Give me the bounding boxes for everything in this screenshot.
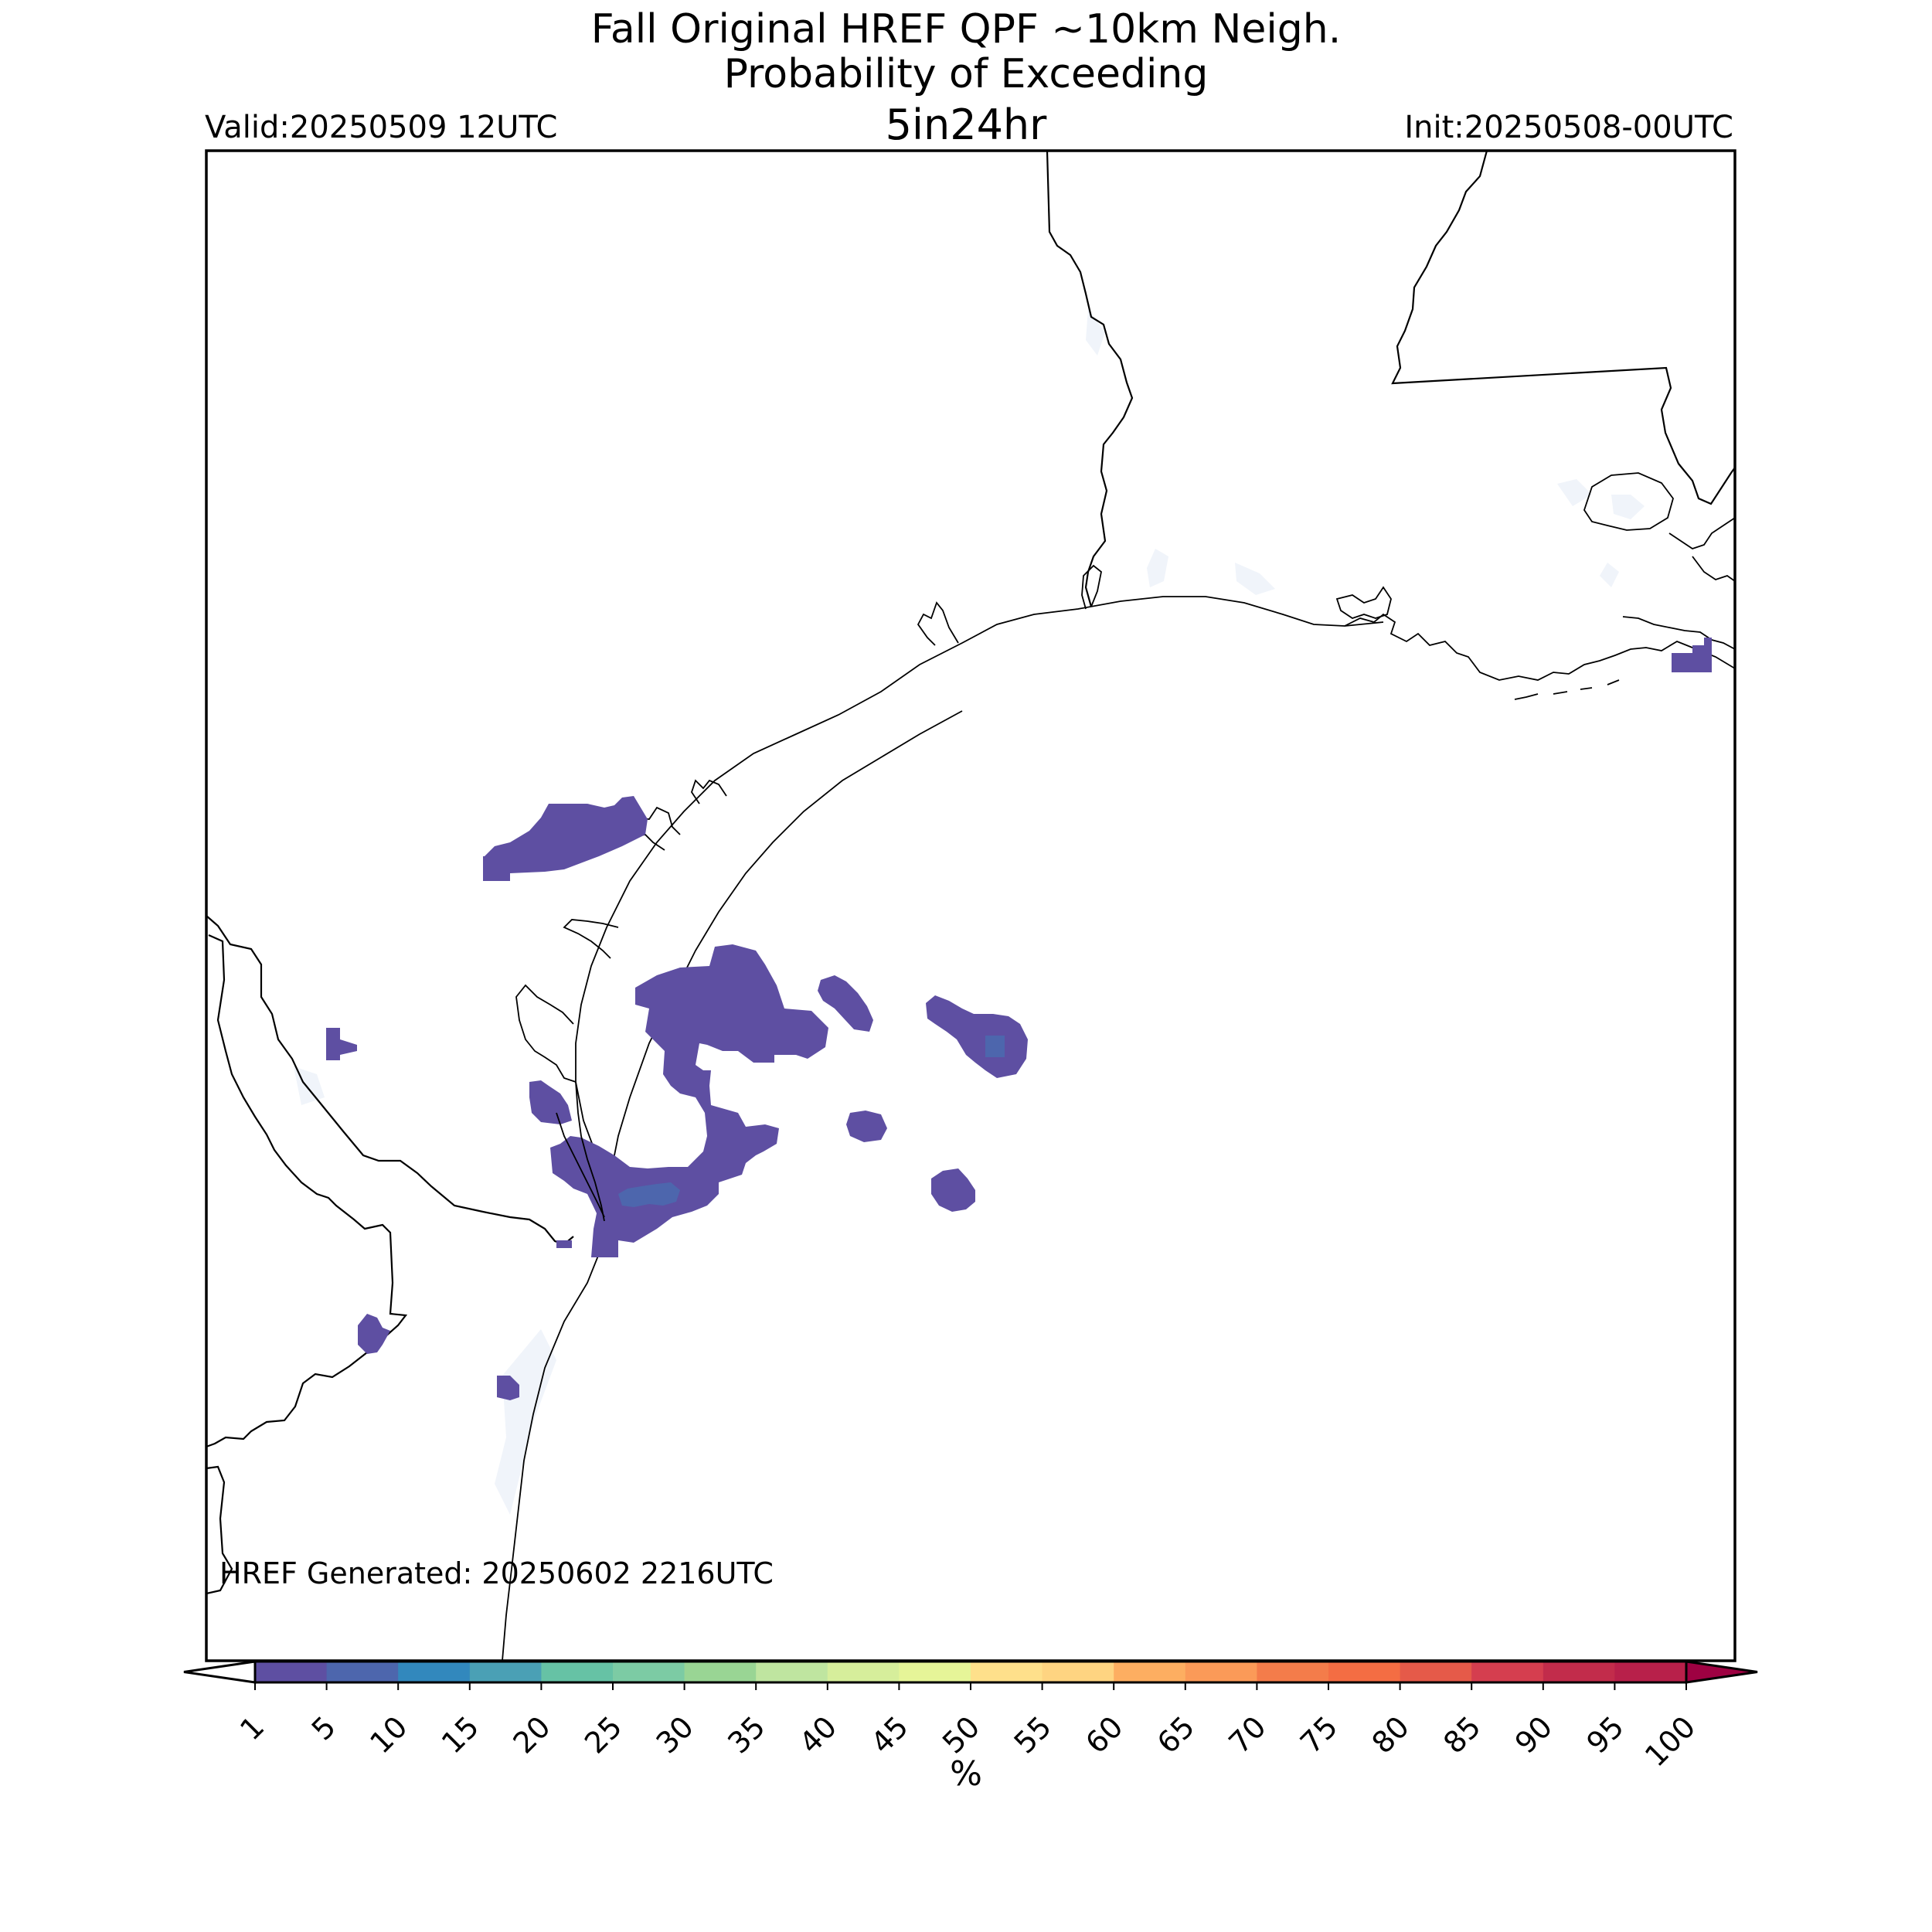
la-ms-border	[1391, 151, 1735, 505]
colorbar-segment	[1400, 1662, 1472, 1682]
prob-1-5-louisiana	[1672, 638, 1712, 672]
colorbar-segment	[1114, 1662, 1186, 1682]
colorbar-segment	[1543, 1662, 1615, 1682]
colorbar-tick-label: 20	[506, 1709, 556, 1760]
colorbar-segment	[469, 1662, 542, 1682]
colorbar-tick-label: 15	[435, 1709, 485, 1760]
map-subtitle: Probability of Exceeding	[723, 51, 1209, 97]
prob-1-5-upper-east	[818, 975, 873, 1032]
us-mexico-border	[206, 915, 574, 1246]
corpus-inlets	[515, 984, 577, 1083]
colorbar-tick-label: 50	[936, 1709, 986, 1760]
prob-1-5-north-band	[483, 796, 648, 881]
tx-la-border	[1046, 151, 1134, 607]
colorbar-segment	[1614, 1662, 1687, 1682]
colorbar-segment	[326, 1662, 399, 1682]
colorbar-tick-label: 10	[363, 1709, 413, 1760]
colorbar-tick-label: 90	[1509, 1709, 1559, 1760]
generated-timestamp: HREF Generated: 20250602 2216UTC	[219, 1556, 774, 1590]
galveston-bay	[917, 601, 959, 646]
mississippi-delta	[1622, 616, 1735, 650]
coastline-overlay	[556, 1081, 605, 1222]
colorbar-segment	[971, 1662, 1043, 1682]
colorbar-tick-label: 45	[864, 1709, 914, 1760]
colorbar-tick-label: 55	[1008, 1709, 1058, 1760]
mexico-state-border-1	[206, 934, 408, 1448]
colorbar-tick-label: 95	[1580, 1709, 1630, 1760]
colorbar-tick-label: 5	[305, 1709, 342, 1747]
prob-1-5-swirl	[550, 944, 828, 1257]
inland-water	[294, 309, 1645, 1515]
prob-1-5-west-tongue	[483, 856, 495, 862]
map-title: Fall Original HREF QPF ~10km Neigh.	[590, 6, 1342, 53]
colorbar-under-extension	[183, 1660, 257, 1684]
prob-1-5-left-blob	[529, 1080, 572, 1124]
colorbar-segment	[541, 1662, 614, 1682]
valid-time: Valid:20250509 12UTC	[205, 110, 558, 145]
colorbar-segment	[756, 1662, 828, 1682]
colorbar-segment	[1042, 1662, 1114, 1682]
colorbar-tick-label: 75	[1294, 1709, 1344, 1760]
mexico-state-border-2	[206, 1465, 233, 1595]
prob-5-10-east	[985, 1036, 1005, 1057]
barrier-islands	[604, 710, 963, 1214]
probability-shading	[326, 638, 1712, 1400]
colorbar-tick-label: 70	[1222, 1709, 1272, 1760]
prob-1-5-southeast	[931, 1168, 975, 1212]
prob-1-5-east-cluster	[926, 995, 1028, 1078]
init-time: Init:20250508-00UTC	[1404, 110, 1733, 145]
lake-borgne-shore	[1668, 517, 1735, 549]
prob-1-5-small-east	[846, 1111, 887, 1142]
colorbar-over-extension	[1685, 1660, 1758, 1684]
colorbar-tick-label: 85	[1437, 1709, 1487, 1760]
colorbar-tick-label: 25	[578, 1709, 628, 1760]
colorbar-unit-label: %	[950, 1754, 982, 1794]
colorbar-tick-label: 35	[721, 1709, 771, 1760]
colorbar-segment	[1257, 1662, 1329, 1682]
matagorda-inlets	[563, 919, 619, 959]
prob-1-5-small-coastal	[556, 1240, 572, 1248]
colorbar-tick-label: 40	[793, 1709, 843, 1760]
colorbar-segment	[899, 1662, 971, 1682]
lake-pontchartrain	[1583, 472, 1674, 531]
colorbar-segment	[398, 1662, 471, 1682]
colorbar-tick-label: 30	[650, 1709, 700, 1760]
coastline	[502, 472, 1735, 1661]
sabine-lake	[1081, 564, 1102, 610]
louisiana-coast	[1344, 613, 1735, 681]
prob-5-10-swirl	[618, 1182, 680, 1207]
map-area	[206, 151, 1735, 1661]
delta-islands	[1514, 679, 1620, 700]
colorbar-tick-label: 1	[233, 1709, 270, 1747]
prob-1-5-mexico-3	[497, 1376, 519, 1400]
colorbar-tick-label: 80	[1366, 1709, 1416, 1760]
prob-1-5-mexico-1	[326, 1028, 357, 1060]
colorbar-segment	[613, 1662, 685, 1682]
texas-coast	[502, 596, 1384, 1661]
delta-channels	[1692, 556, 1735, 582]
colorbar-tick-label: 65	[1151, 1709, 1201, 1760]
louisiana-marsh	[1335, 586, 1392, 619]
colorbar-segment	[1328, 1662, 1401, 1682]
colorbar-segment	[1471, 1662, 1544, 1682]
prob-1-5-mexico-2	[358, 1314, 390, 1354]
threshold-label: 5in24hr	[885, 100, 1047, 149]
state-borders	[206, 151, 1735, 1595]
colorbar-tick-label: 60	[1079, 1709, 1129, 1760]
colorbar-segment	[255, 1662, 328, 1682]
freeport-inlets	[691, 779, 727, 804]
colorbar-segment	[827, 1662, 900, 1682]
colorbar-segment	[1185, 1662, 1257, 1682]
colorbar-segment	[684, 1662, 757, 1682]
